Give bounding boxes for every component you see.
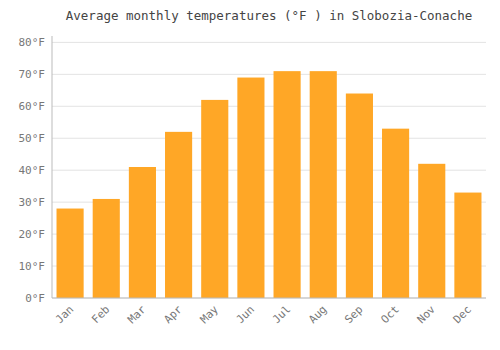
x-tick-label: Jun [234, 303, 257, 326]
y-tick-label: 60°F [19, 100, 46, 113]
bar [418, 164, 445, 298]
bar [274, 71, 301, 298]
y-tick-label: 80°F [19, 36, 46, 49]
x-tick-label: Oct [378, 303, 401, 326]
grid [52, 42, 486, 298]
y-tick-label: 0°F [25, 292, 45, 305]
x-tick-label: Dec [451, 303, 474, 326]
y-tick-label: 70°F [19, 68, 46, 81]
x-tick-label: Mar [125, 303, 149, 327]
bar [310, 71, 337, 298]
x-tick-label: Feb [89, 303, 112, 326]
bar [57, 209, 84, 298]
bar [129, 167, 156, 298]
chart-container: Average monthly temperatures (°F ) in Sl… [0, 0, 500, 350]
bar [201, 100, 228, 298]
grid-line [52, 74, 486, 75]
x-tick-label: Jan [53, 303, 76, 326]
y-tick-label: 50°F [19, 132, 46, 145]
bars [57, 71, 482, 298]
bar [165, 132, 192, 298]
x-tick-label: Aug [306, 303, 329, 326]
title: Average monthly temperatures (°F ) in Sl… [66, 8, 472, 23]
grid-line [52, 42, 486, 43]
bar [93, 199, 120, 298]
y-tick-label: 20°F [19, 228, 46, 241]
y-axis-line [52, 36, 53, 298]
grid-line [52, 138, 486, 139]
x-axis: Jan Feb Mar Apr May Jun Jul Aug Sep Oct Nov Dec [52, 298, 486, 326]
y-axis: 0°F 10°F 20°F 30°F 40°F 50°F 60°F 70°F 80°F [19, 36, 53, 305]
bar [454, 193, 481, 298]
bar [382, 129, 409, 298]
x-axis-line [52, 298, 486, 299]
y-tick-label: 40°F [19, 164, 46, 177]
y-tick-label: 10°F [19, 260, 46, 273]
x-tick-label: Sep [342, 303, 365, 326]
x-tick-label: May [198, 303, 222, 327]
x-tick-label: Nov [415, 303, 439, 327]
x-tick-label: Apr [161, 303, 185, 327]
bar [346, 94, 373, 298]
y-tick-label: 30°F [19, 196, 46, 209]
grid-line [52, 298, 486, 299]
bar [237, 78, 264, 298]
x-tick-label: Jul [270, 303, 293, 326]
chart: Average monthly temperatures (°F ) in Sl… [0, 0, 500, 350]
grid-line [52, 106, 486, 107]
